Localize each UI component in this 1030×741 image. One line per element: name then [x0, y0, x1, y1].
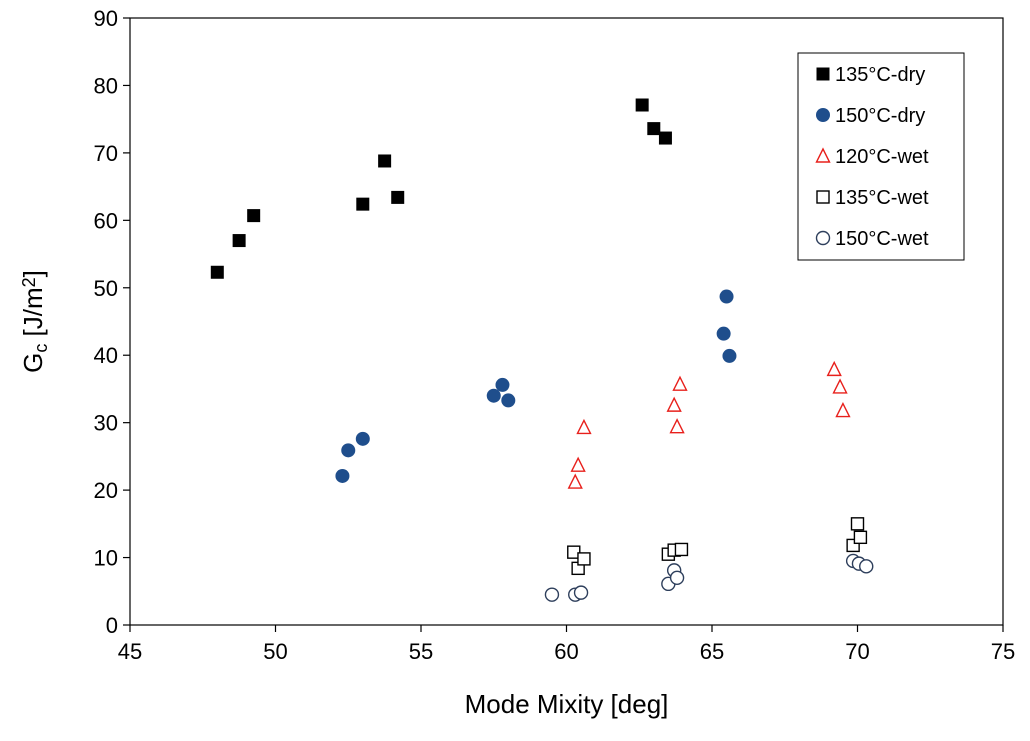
data-point: [486, 388, 501, 403]
legend-item: 120°C-wet: [815, 146, 929, 168]
data-point: [501, 393, 516, 408]
series-135-c-dry: [210, 98, 672, 279]
data-point: [544, 587, 560, 602]
legend: 135°C-dry 150°C-dry 120°C-wet 135°C-wet 150°…: [797, 52, 965, 261]
legend-item: 150°C-wet: [815, 228, 929, 250]
legend-marker: [815, 230, 831, 246]
data-point: [674, 542, 689, 557]
data-point: [570, 456, 586, 472]
legend-item: 150°C-dry: [816, 105, 925, 127]
data-point: [850, 517, 865, 531]
data-point: [355, 431, 370, 446]
data-point: [335, 468, 350, 483]
y-axis: 0 10 20 30 40 50 60 70 80 90: [94, 6, 130, 638]
legend-label: 150°C-dry: [835, 105, 925, 127]
data-point: [722, 348, 737, 363]
y-tick-label: 90: [94, 6, 118, 31]
y-tick-label: 10: [94, 546, 118, 571]
data-point: [573, 585, 589, 600]
data-point: [232, 234, 246, 248]
data-point: [341, 443, 356, 458]
data-point: [391, 190, 405, 204]
data-point: [666, 396, 682, 412]
y-axis-title-close: ]: [18, 270, 48, 277]
y-tick-label: 50: [94, 276, 118, 301]
y-tick-label: 60: [94, 208, 118, 233]
y-tick-label: 70: [94, 141, 118, 166]
y-axis-title-superscript: 2: [19, 277, 39, 287]
legend-marker: [816, 190, 830, 204]
legend-label: 120°C-wet: [835, 146, 929, 168]
x-tick-label: 70: [845, 639, 869, 664]
data-point: [567, 545, 581, 559]
data-point: [635, 98, 649, 112]
data-point: [859, 559, 874, 574]
legend-item: 135°C-dry: [816, 64, 925, 86]
data-point: [495, 377, 510, 392]
legend-marker: [815, 147, 831, 163]
x-tick-label: 50: [263, 639, 287, 664]
y-tick-label: 30: [94, 411, 118, 436]
data-point: [378, 154, 392, 168]
data-point: [826, 360, 842, 377]
y-tick-label: 0: [106, 613, 118, 638]
data-point: [658, 131, 672, 145]
data-point: [716, 326, 731, 341]
data-point: [672, 375, 688, 391]
series-135-c-wet: [567, 517, 868, 576]
x-tick-label: 55: [409, 639, 433, 664]
x-axis-title: Mode Mixity [deg]: [465, 689, 669, 719]
data-points: [210, 98, 874, 602]
y-axis-title: Gc [J/m2]: [18, 270, 51, 373]
x-tick-label: 75: [991, 639, 1015, 664]
series-120-c-wet: [567, 360, 851, 489]
data-point: [356, 197, 370, 211]
data-point: [576, 418, 592, 435]
series-150-c-dry: [335, 289, 737, 483]
data-point: [567, 473, 583, 489]
data-point: [832, 378, 848, 394]
legend-marker: [816, 67, 830, 81]
data-point: [835, 401, 851, 418]
data-point: [577, 552, 591, 566]
data-point: [647, 122, 661, 136]
series-150-c-wet: [544, 553, 874, 602]
y-axis-title-subscript: c: [31, 344, 51, 353]
x-tick-label: 65: [700, 639, 724, 664]
y-tick-label: 20: [94, 478, 118, 503]
data-point: [853, 530, 868, 545]
legend-label: 150°C-wet: [835, 228, 929, 250]
y-axis-title-units: [J/m: [18, 287, 48, 343]
y-axis-title-base: G: [18, 353, 48, 373]
data-point: [719, 289, 734, 304]
data-point: [669, 570, 685, 585]
x-tick-label: 45: [118, 639, 142, 664]
y-tick-label: 40: [94, 343, 118, 368]
legend-label: 135°C-dry: [835, 64, 925, 86]
y-tick-label: 80: [94, 73, 118, 98]
x-tick-label: 60: [554, 639, 578, 664]
legend-label: 135°C-wet: [835, 187, 929, 209]
data-point: [210, 265, 224, 279]
data-point: [669, 418, 685, 434]
legend-marker: [816, 108, 830, 122]
x-axis: 45 50 55 60 65 70 75: [118, 625, 1015, 664]
legend-item: 135°C-wet: [816, 187, 929, 209]
data-point: [247, 209, 261, 223]
